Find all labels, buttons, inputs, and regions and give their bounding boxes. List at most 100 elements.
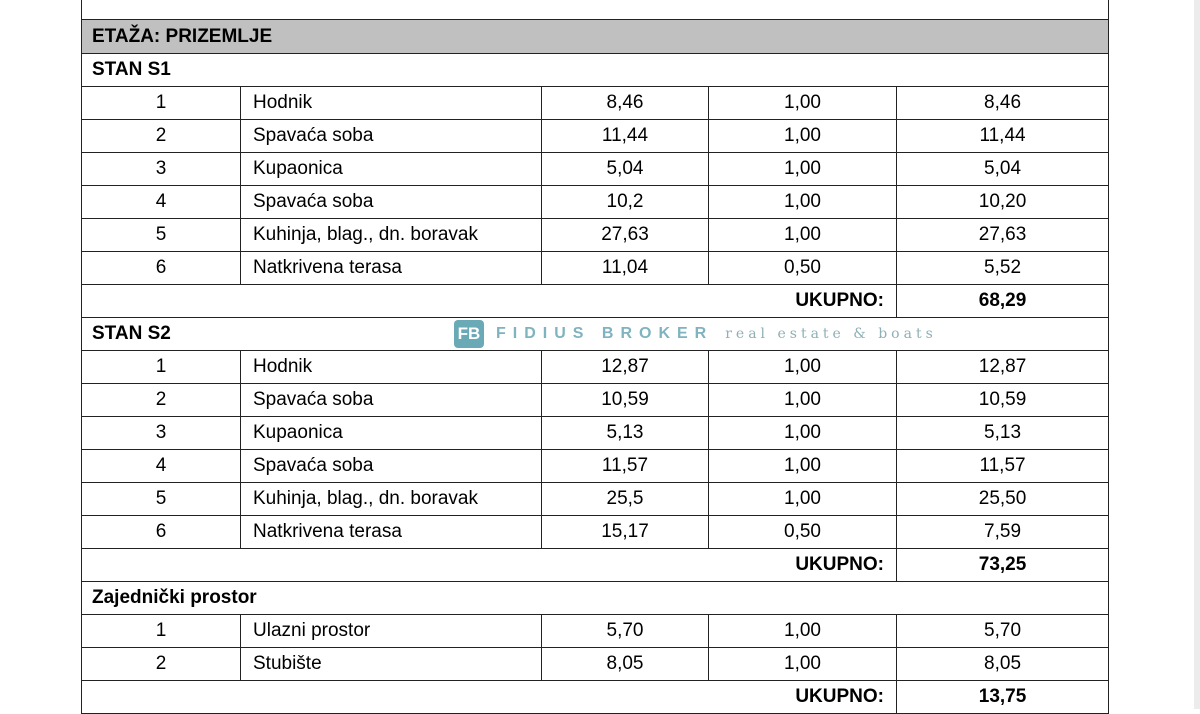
room-name: Hodnik: [240, 86, 542, 120]
table-row: 1 Ulazni prostor 5,70 1,00 5,70: [81, 614, 1110, 648]
room-name: Spavaća soba: [240, 185, 542, 219]
total-row: UKUPNO: 68,29: [81, 284, 1110, 318]
table-row: 3 Kupaonica 5,13 1,00 5,13: [81, 416, 1110, 450]
table-row: 5 Kuhinja, blag., dn. boravak 27,63 1,00 27,…: [81, 218, 1110, 252]
total-row: UKUPNO: 73,25: [81, 548, 1110, 582]
net-area-value: 11,44: [895, 119, 1110, 153]
row-number: 5: [81, 482, 241, 516]
room-name: Spavaća soba: [240, 449, 542, 483]
room-name: Stubište: [240, 647, 542, 681]
area-value: 27,63: [541, 218, 709, 252]
net-area-value: 5,04: [895, 152, 1110, 186]
total-row: UKUPNO: 13,75: [81, 680, 1110, 714]
room-name: Spavaća soba: [240, 119, 542, 153]
watermark-tagline: real estate & boats: [725, 326, 937, 342]
blank-row: [80, 0, 1110, 20]
row-number: 3: [81, 152, 241, 186]
coefficient-value: 1,00: [708, 449, 897, 483]
row-number: 2: [81, 119, 241, 153]
row-number: 4: [81, 185, 241, 219]
net-area-value: 8,46: [895, 86, 1110, 120]
row-number: 6: [81, 515, 241, 549]
table-row: 2 Spavaća soba 11,44 1,00 11,44: [81, 119, 1110, 153]
table-row: 6 Natkrivena terasa 11,04 0,50 5,52: [81, 251, 1110, 285]
table-row: 4 Spavaća soba 10,2 1,00 10,20: [81, 185, 1110, 219]
net-area-value: 25,50: [895, 482, 1110, 516]
total-value: 68,29: [895, 284, 1110, 318]
net-area-value: 5,13: [895, 416, 1110, 450]
room-name: Natkrivena terasa: [240, 515, 542, 549]
floor-header-row: ETAŽA: PRIZEMLJE: [80, 19, 1110, 54]
section-title: STAN S1: [92, 59, 171, 80]
coefficient-value: 0,50: [708, 251, 897, 285]
area-value: 12,87: [541, 350, 709, 384]
section-header-cell: STAN S1: [80, 53, 1110, 87]
net-area-value: 7,59: [895, 515, 1110, 549]
area-value: 11,44: [541, 119, 709, 153]
row-number: 1: [81, 350, 241, 384]
coefficient-value: 1,00: [708, 614, 897, 648]
net-area-value: 12,87: [895, 350, 1110, 384]
section-title: STAN S2: [92, 323, 171, 344]
row-number: 2: [81, 647, 241, 681]
area-value: 15,17: [541, 515, 709, 549]
total-value: 73,25: [895, 548, 1110, 582]
table-row: 1 Hodnik 8,46 1,00 8,46: [81, 86, 1110, 120]
row-number: 1: [81, 86, 241, 120]
coefficient-value: 1,00: [708, 416, 897, 450]
room-name: Spavaća soba: [240, 383, 542, 417]
area-value: 8,46: [541, 86, 709, 120]
section-title: Zajednički prostor: [92, 587, 257, 608]
coefficient-value: 1,00: [708, 86, 897, 120]
coefficient-value: 1,00: [708, 482, 897, 516]
area-value: 11,57: [541, 449, 709, 483]
area-value: 25,5: [541, 482, 709, 516]
coefficient-value: 1,00: [708, 152, 897, 186]
coefficient-value: 1,00: [708, 647, 897, 681]
coefficient-value: 1,00: [708, 350, 897, 384]
table-row: 4 Spavaća soba 11,57 1,00 11,57: [81, 449, 1110, 483]
section-header-row: Zajednički prostor: [80, 581, 1110, 615]
room-name: Kupaonica: [240, 416, 542, 450]
net-area-value: 8,05: [895, 647, 1110, 681]
row-number: 3: [81, 416, 241, 450]
row-number: 2: [81, 383, 241, 417]
watermark: FB FIDIUS BROKER real estate & boats: [454, 320, 937, 348]
table-row: 3 Kupaonica 5,04 1,00 5,04: [81, 152, 1110, 186]
section-header-cell: Zajednički prostor: [80, 581, 1110, 615]
watermark-name: FIDIUS BROKER: [496, 325, 714, 342]
net-area-value: 27,63: [895, 218, 1110, 252]
total-label: UKUPNO:: [708, 548, 897, 582]
floor-title: ETAŽA: PRIZEMLJE: [80, 19, 1110, 54]
coefficient-value: 1,00: [708, 119, 897, 153]
area-value: 11,04: [541, 251, 709, 285]
table-row: 2 Stubište 8,05 1,00 8,05: [81, 647, 1110, 681]
area-value: 5,04: [541, 152, 709, 186]
table-row: 2 Spavaća soba 10,59 1,00 10,59: [81, 383, 1110, 417]
section-header-row: STAN S2 FB FIDIUS BROKER real estate & b…: [80, 317, 1110, 351]
net-area-value: 5,70: [895, 614, 1110, 648]
section-header-cell: STAN S2 FB FIDIUS BROKER real estate & b…: [80, 317, 1110, 351]
coefficient-value: 1,00: [708, 185, 897, 219]
row-number: 1: [81, 614, 241, 648]
table-row: 5 Kuhinja, blag., dn. boravak 25,5 1,00 25,5…: [81, 482, 1110, 516]
scrollbar[interactable]: [1194, 0, 1200, 709]
section-header-row: STAN S1: [80, 53, 1110, 87]
row-number: 6: [81, 251, 241, 285]
net-area-value: 10,20: [895, 185, 1110, 219]
fidius-logo-icon: FB: [454, 320, 484, 348]
area-value: 10,2: [541, 185, 709, 219]
room-name: Kuhinja, blag., dn. boravak: [240, 218, 542, 252]
room-name: Hodnik: [240, 350, 542, 384]
row-number: 5: [81, 218, 241, 252]
net-area-value: 5,52: [895, 251, 1110, 285]
area-value: 5,13: [541, 416, 709, 450]
net-area-value: 11,57: [895, 449, 1110, 483]
area-value: 8,05: [541, 647, 709, 681]
coefficient-value: 1,00: [708, 218, 897, 252]
coefficient-value: 1,00: [708, 383, 897, 417]
room-name: Natkrivena terasa: [240, 251, 542, 285]
table-row: 6 Natkrivena terasa 15,17 0,50 7,59: [81, 515, 1110, 549]
room-name: Kupaonica: [240, 152, 542, 186]
total-label: UKUPNO:: [708, 284, 897, 318]
